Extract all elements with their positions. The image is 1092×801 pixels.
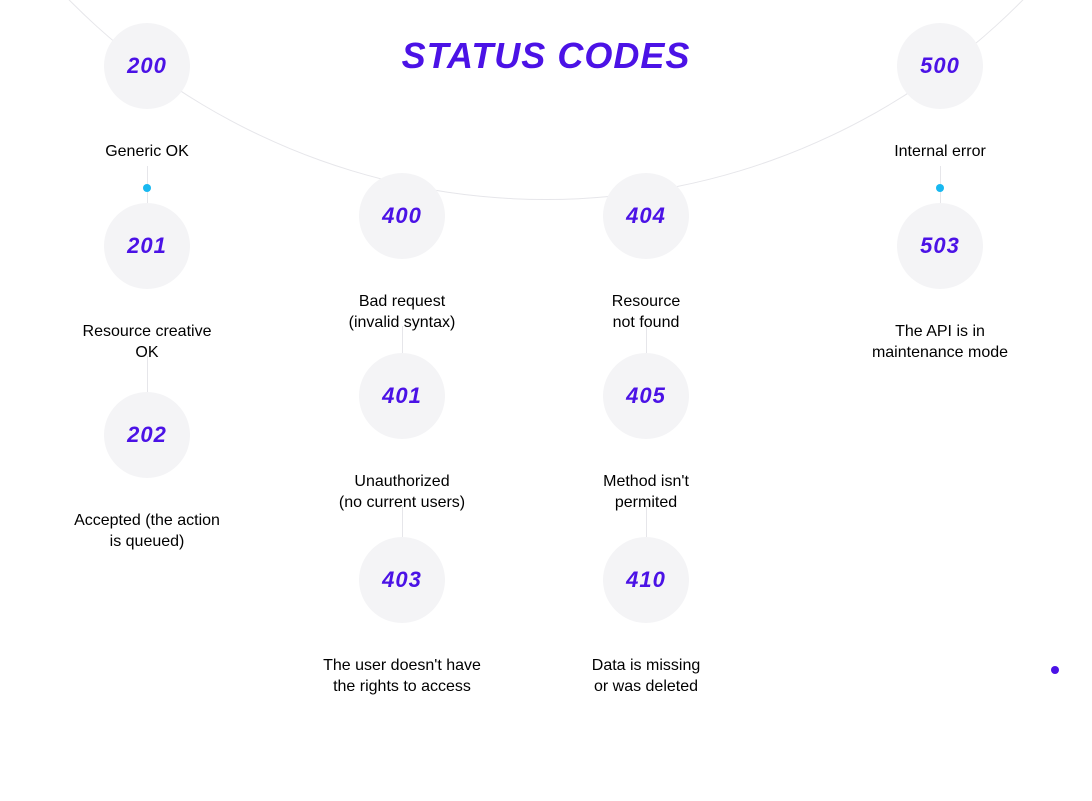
status-codes-diagram: { "canvas": { "width": 1092, "height": 8… xyxy=(0,0,1092,801)
status-code-label: Unauthorized (no current users) xyxy=(339,472,465,514)
status-code-label: Resource creative OK xyxy=(83,322,212,364)
accent-dot xyxy=(936,184,944,192)
status-code-number: 500 xyxy=(920,53,960,79)
status-code-number: 201 xyxy=(127,233,167,259)
status-code-label: Method isn't permited xyxy=(603,472,689,514)
status-code-label: Bad request (invalid syntax) xyxy=(349,292,456,334)
status-code-badge-200: 200 xyxy=(104,23,190,109)
status-code-badge-403: 403 xyxy=(359,537,445,623)
status-code-number: 404 xyxy=(626,203,666,229)
status-code-number: 202 xyxy=(127,422,167,448)
status-code-number: 400 xyxy=(382,203,422,229)
status-code-label: Internal error xyxy=(894,142,986,163)
status-code-badge-401: 401 xyxy=(359,353,445,439)
status-code-label: The user doesn't have the rights to acce… xyxy=(323,656,481,698)
accent-dot xyxy=(1051,666,1059,674)
status-code-number: 405 xyxy=(626,383,666,409)
status-code-badge-410: 410 xyxy=(603,537,689,623)
status-code-label: Resource not found xyxy=(612,292,680,334)
status-code-label: Data is missing or was deleted xyxy=(592,656,700,698)
diagram-title: STATUS CODES xyxy=(402,35,691,77)
status-code-label: The API is in maintenance mode xyxy=(872,322,1008,364)
status-code-number: 200 xyxy=(127,53,167,79)
status-code-label: Accepted (the action is queued) xyxy=(74,511,220,553)
status-code-badge-202: 202 xyxy=(104,392,190,478)
status-code-number: 503 xyxy=(920,233,960,259)
status-code-label: Generic OK xyxy=(105,142,189,163)
status-code-badge-500: 500 xyxy=(897,23,983,109)
accent-dot xyxy=(143,184,151,192)
status-code-number: 410 xyxy=(626,567,666,593)
status-code-badge-405: 405 xyxy=(603,353,689,439)
status-code-number: 401 xyxy=(382,383,422,409)
status-code-badge-201: 201 xyxy=(104,203,190,289)
status-code-number: 403 xyxy=(382,567,422,593)
status-code-badge-400: 400 xyxy=(359,173,445,259)
status-code-badge-404: 404 xyxy=(603,173,689,259)
status-code-badge-503: 503 xyxy=(897,203,983,289)
